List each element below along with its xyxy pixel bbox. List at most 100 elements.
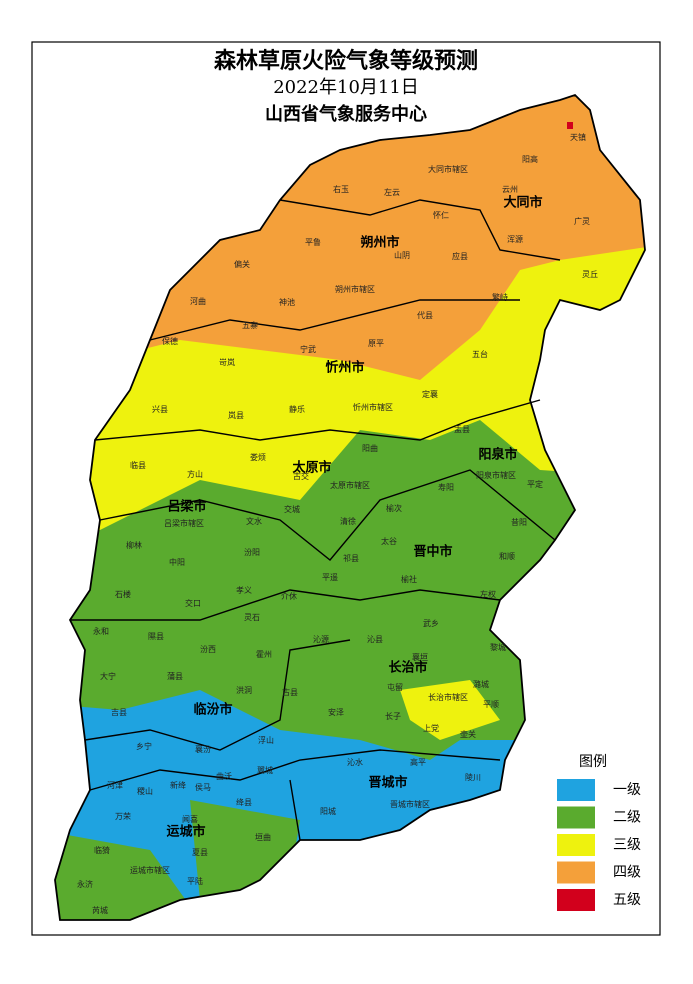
county-label: 古交	[293, 471, 309, 481]
city-label: 阳泉市	[478, 447, 517, 463]
city-label: 朔州市	[360, 235, 399, 251]
county-label: 灵丘	[582, 270, 598, 279]
county-label: 盂县	[454, 425, 470, 434]
legend-swatch	[557, 889, 595, 911]
level-area	[567, 122, 573, 129]
county-label: 原平	[368, 339, 384, 348]
city-label: 临汾市	[193, 702, 232, 718]
legend-swatch	[557, 834, 595, 856]
county-label: 忻州市辖区	[353, 402, 393, 412]
county-label: 安泽	[328, 707, 344, 717]
county-label: 山阴	[394, 250, 410, 260]
county-label: 榆次	[386, 503, 402, 513]
legend-label: 三级	[613, 837, 641, 853]
county-label: 沁水	[347, 757, 363, 767]
county-label: 灵石	[244, 613, 260, 622]
legend-label: 二级	[613, 810, 641, 826]
county-label: 寿阳	[438, 482, 454, 492]
county-label: 临县	[130, 460, 146, 470]
county-label: 广灵	[574, 216, 590, 226]
county-label: 乡宁	[136, 741, 152, 751]
legend-label: 五级	[613, 892, 641, 908]
county-label: 蒲县	[167, 671, 183, 681]
county-label: 壶关	[460, 729, 476, 739]
county-label: 右玉	[333, 184, 349, 194]
county-label: 隰县	[148, 631, 164, 641]
county-label: 大同市辖区	[428, 164, 468, 174]
county-label: 繁峙	[492, 292, 508, 302]
county-label: 晋城市辖区	[390, 799, 430, 809]
county-label: 和顺	[499, 552, 515, 561]
county-label: 静乐	[289, 404, 305, 414]
county-label: 上党	[423, 723, 439, 733]
county-label: 运城市辖区	[130, 865, 170, 875]
level-area	[55, 830, 200, 920]
county-label: 襄垣	[412, 652, 428, 662]
county-label: 芮城	[92, 905, 108, 915]
county-label: 孝义	[236, 586, 252, 595]
county-label: 闻喜	[182, 814, 198, 824]
city-label: 运城市	[166, 824, 205, 840]
city-label: 吕梁市	[167, 499, 206, 515]
county-label: 侯马	[195, 783, 211, 792]
border	[289, 779, 301, 841]
county-label: 定襄	[422, 389, 438, 399]
county-label: 长治市辖区	[428, 692, 468, 702]
county-label: 祁县	[343, 553, 359, 563]
county-label: 屯留	[387, 682, 403, 692]
county-label: 五台	[472, 349, 488, 359]
county-label: 沁县	[367, 634, 383, 644]
county-label: 夏县	[192, 848, 208, 857]
county-label: 新绛	[170, 780, 186, 790]
border	[84, 639, 351, 751]
county-label: 永济	[77, 879, 93, 889]
legend-label: 一级	[613, 782, 641, 798]
county-label: 介休	[281, 591, 297, 601]
county-label: 五寨	[242, 320, 258, 330]
county-label: 汾阳	[244, 547, 260, 557]
city-label: 晋中市	[413, 544, 452, 560]
county-label: 娄烦	[250, 452, 266, 462]
county-label: 垣曲	[255, 832, 271, 842]
county-label: 左权	[480, 589, 496, 599]
county-label: 岚县	[228, 411, 244, 420]
county-label: 代县	[417, 310, 433, 320]
county-label: 神池	[279, 297, 295, 307]
legend-title: 图例	[579, 754, 607, 770]
county-label: 云州	[502, 185, 518, 194]
county-label: 文水	[246, 516, 262, 526]
county-label: 高平	[410, 757, 426, 767]
county-label: 霍州	[256, 650, 272, 659]
county-label: 洪洞	[236, 685, 252, 695]
title: 森林草原火险气象等级预测	[214, 48, 478, 74]
border	[94, 399, 541, 441]
county-label: 榆社	[401, 574, 417, 584]
legend-swatch	[557, 806, 595, 829]
legend-swatch	[557, 779, 595, 801]
county-label: 平顺	[483, 700, 499, 709]
legend-label: 四级	[613, 865, 641, 881]
border	[149, 299, 520, 341]
county-label: 浑源	[507, 235, 523, 244]
county-label: 阳城	[320, 807, 336, 816]
county-label: 平定	[527, 479, 543, 489]
county-label: 万荣	[115, 811, 131, 821]
border	[99, 469, 556, 561]
city-label: 忻州市	[325, 360, 364, 376]
city-label: 长治市	[388, 660, 427, 676]
county-label: 平鲁	[305, 237, 321, 247]
county-label: 汾西	[200, 644, 216, 654]
county-label: 黎城	[490, 642, 506, 652]
county-label: 潞城	[473, 679, 489, 689]
county-label: 太原市辖区	[330, 480, 370, 490]
county-label: 偏关	[234, 259, 250, 269]
border	[279, 199, 561, 261]
county-label: 武乡	[423, 618, 439, 628]
legend-swatch	[557, 861, 595, 884]
county-label: 平遥	[322, 572, 338, 582]
date: 2022年10月11日	[273, 77, 419, 98]
county-label: 保德	[162, 336, 178, 346]
county-label: 左云	[384, 187, 400, 197]
